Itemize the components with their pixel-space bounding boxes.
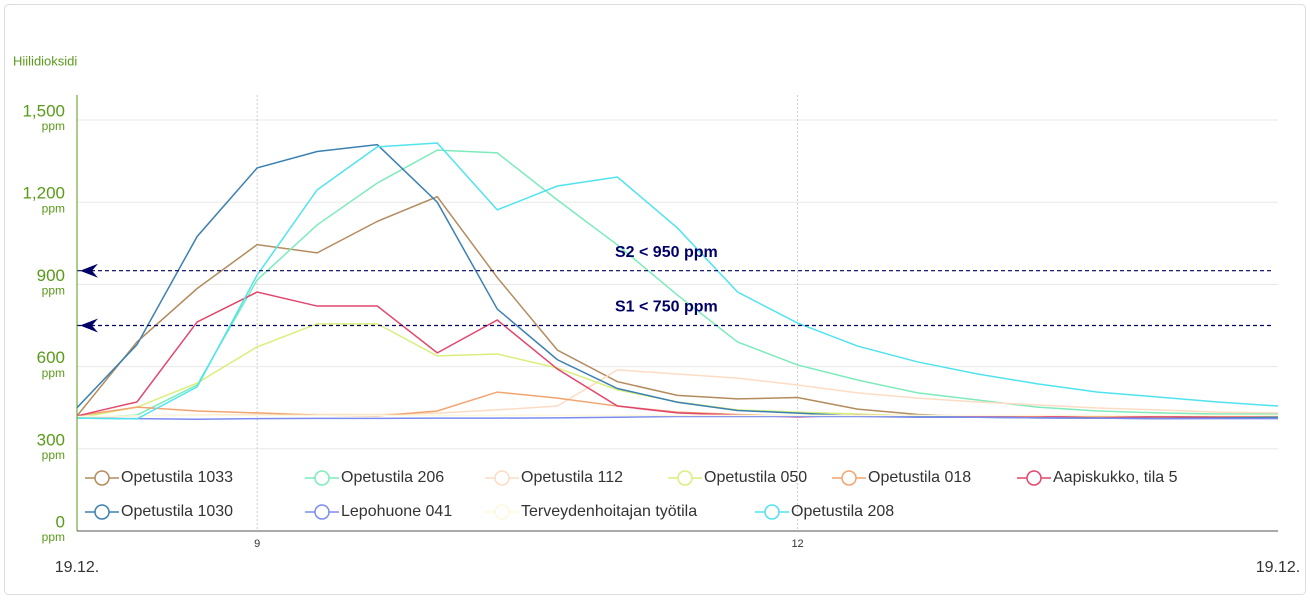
legend-label: Opetustila 206	[341, 469, 444, 486]
threshold-label: S2 < 950 ppm	[615, 244, 718, 261]
chart-title: Hiilidioksidi	[13, 53, 77, 68]
series-line	[76, 369, 1279, 419]
legend-marker	[314, 504, 330, 520]
legend-marker	[314, 470, 330, 486]
legend-label: Lepohuone 041	[341, 503, 452, 520]
series-line	[76, 142, 1279, 420]
x-tick-label: 12	[791, 538, 803, 550]
y-tick-label: 1,500	[22, 101, 65, 120]
y-tick-label: 900	[37, 266, 65, 285]
legend-marker	[494, 504, 510, 520]
legend-marker	[764, 504, 780, 520]
legend-marker	[841, 470, 857, 486]
y-tick-unit: ppm	[42, 448, 65, 462]
legend-label: Opetustila 050	[704, 469, 807, 486]
legend-marker	[677, 470, 693, 486]
x-end-label: 19.12.	[55, 559, 99, 576]
legend-label: Opetustila 112	[521, 469, 623, 486]
threshold-label: S1 < 750 ppm	[615, 299, 718, 316]
y-tick-label: 300	[37, 430, 65, 449]
legend-marker	[94, 504, 110, 520]
y-tick-label: 0	[56, 512, 65, 531]
y-tick-unit: ppm	[42, 530, 65, 544]
y-tick-label: 600	[37, 348, 65, 367]
y-tick-unit: ppm	[42, 201, 65, 215]
series-line	[76, 391, 1278, 418]
y-tick-label: 1,200	[22, 184, 65, 203]
x-end-label: 19.12.	[1256, 559, 1300, 576]
legend-marker	[494, 470, 510, 486]
legend-marker	[1026, 470, 1042, 486]
series-line	[76, 149, 1278, 419]
card	[4, 4, 1306, 595]
threshold-arrow	[80, 263, 98, 278]
legend-label: Opetustila 208	[791, 503, 894, 520]
legend-marker	[94, 470, 110, 486]
y-tick-unit: ppm	[42, 119, 65, 133]
legend-label: Opetustila 1030	[121, 503, 233, 520]
legend-label: Opetustila 1033	[121, 469, 233, 486]
x-tick-label: 9	[254, 538, 260, 550]
series-line	[76, 414, 1278, 418]
series-line	[76, 415, 1278, 420]
legend-label: Opetustila 018	[868, 469, 971, 486]
y-tick-unit: ppm	[42, 284, 65, 298]
legend-label: Aapiskukko, tila 5	[1053, 469, 1178, 486]
threshold-arrow	[80, 318, 98, 333]
legend-label: Terveydenhoitajan työtila	[521, 503, 697, 520]
y-tick-unit: ppm	[42, 366, 65, 380]
